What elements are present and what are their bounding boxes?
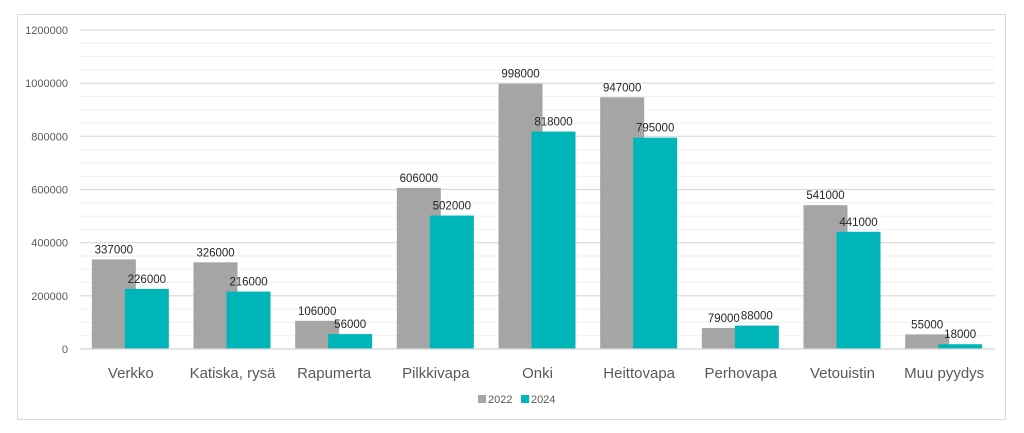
data-label-2022: 541000	[806, 190, 844, 202]
data-label-2024: 18000	[944, 329, 976, 341]
bar-2024	[734, 325, 779, 349]
data-label-2022: 106000	[298, 306, 336, 318]
data-label-2022: 55000	[911, 319, 943, 331]
x-tick-label: Katiska, rysä	[190, 365, 277, 382]
data-label-2024: 56000	[334, 319, 366, 331]
bar-2024	[938, 344, 983, 349]
bar-2024	[531, 131, 576, 349]
x-tick-label: Perhovapa	[705, 365, 778, 382]
legend-swatch-2022	[478, 395, 486, 403]
bar-2024	[226, 291, 271, 349]
legend-swatch-2024	[521, 395, 529, 403]
data-label-2022: 998000	[501, 69, 539, 81]
y-tick-label: 0	[62, 344, 68, 356]
data-label-2024: 502000	[433, 201, 471, 213]
y-tick-label: 1000000	[25, 78, 68, 90]
data-label-2022: 326000	[196, 247, 234, 259]
x-tick-label: Vetouistin	[810, 365, 875, 382]
data-label-2022: 947000	[603, 82, 641, 94]
bar-2024	[429, 215, 474, 349]
data-label-2022: 606000	[400, 173, 438, 185]
data-label-2024: 216000	[229, 277, 267, 289]
x-tick-label: Verkko	[108, 365, 154, 382]
data-label-2022: 337000	[95, 244, 133, 256]
legend-label-2022: 2022	[488, 394, 512, 406]
data-label-2022: 79000	[708, 313, 740, 325]
bar-2024	[124, 288, 169, 349]
y-tick-label: 400000	[31, 238, 68, 250]
x-tick-label: Pilkkivapa	[402, 365, 470, 382]
data-label-2024: 441000	[839, 217, 877, 229]
data-label-2024: 795000	[636, 123, 674, 135]
x-tick-label: Muu pyydys	[904, 365, 984, 382]
data-label-2024: 818000	[534, 117, 572, 129]
data-label-2024: 226000	[128, 274, 166, 286]
legend-label-2024: 2024	[531, 394, 555, 406]
bar-2024	[328, 334, 373, 349]
x-tick-label: Rapumerta	[297, 365, 372, 382]
x-tick-label: Heittovapa	[603, 365, 675, 382]
bar-2024	[836, 231, 881, 349]
bar-2024	[633, 137, 678, 349]
chart-frame	[17, 14, 1006, 420]
y-tick-label: 200000	[31, 291, 68, 303]
x-tick-label: Onki	[522, 365, 553, 382]
data-label-2024: 88000	[741, 311, 773, 323]
y-tick-label: 800000	[31, 131, 68, 143]
y-tick-label: 600000	[31, 185, 68, 197]
y-tick-label: 1200000	[25, 25, 68, 37]
